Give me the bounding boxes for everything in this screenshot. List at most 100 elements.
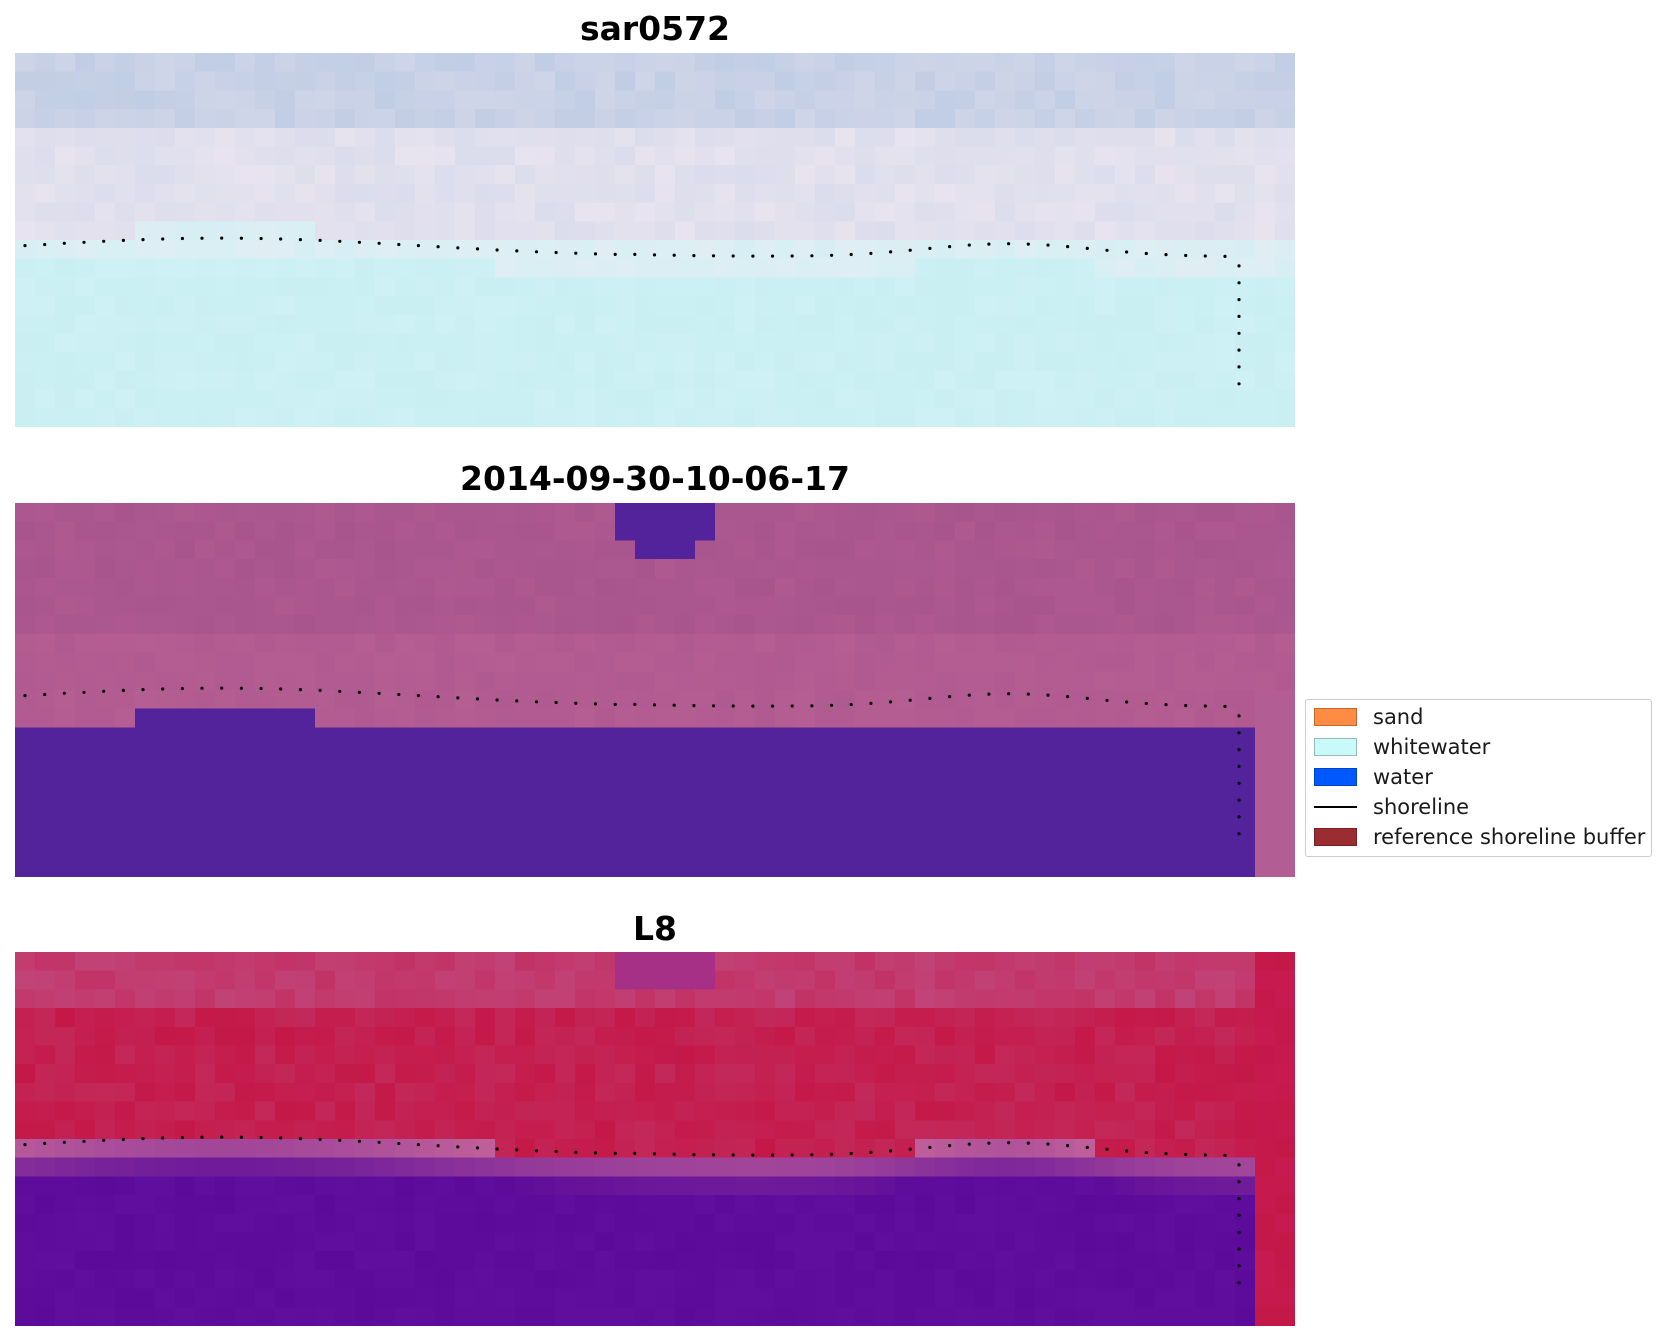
shoreline-dot <box>397 242 401 247</box>
panel-title-rgb: sar0572 <box>579 9 731 48</box>
legend-item-whitewater: whitewater <box>1314 732 1490 762</box>
shoreline-dot <box>1184 253 1188 258</box>
shoreline-dot <box>1237 1264 1241 1268</box>
shoreline-dot <box>62 691 66 695</box>
shoreline-dot <box>790 1153 794 1157</box>
shoreline-dot <box>456 246 460 250</box>
shoreline-dot <box>1237 1230 1241 1234</box>
shoreline-dot <box>672 253 676 257</box>
shoreline-dot <box>495 248 499 252</box>
shoreline-dot <box>810 1153 814 1157</box>
shoreline-dot <box>121 688 125 692</box>
shoreline-dot <box>436 245 440 249</box>
shoreline-dot <box>554 250 558 255</box>
shoreline-dot <box>1125 250 1129 254</box>
shoreline-dot <box>633 702 637 706</box>
shoreline-dot <box>869 251 873 255</box>
shoreline-dot <box>161 237 165 241</box>
shoreline-dot <box>1237 365 1241 369</box>
shoreline-dot <box>928 246 932 250</box>
shoreline-dot <box>692 704 696 708</box>
shoreline-dot <box>141 238 145 242</box>
shoreline-dot <box>220 1135 224 1139</box>
shoreline-dot <box>633 252 637 256</box>
legend-item-shoreline: shoreline <box>1314 792 1469 822</box>
shoreline-dot <box>1046 243 1050 247</box>
shoreline-dot <box>987 242 991 246</box>
shoreline-dot <box>279 687 283 691</box>
shoreline-dot <box>1237 1163 1241 1167</box>
shoreline-dot <box>534 1149 539 1153</box>
shoreline-dot <box>908 1147 912 1151</box>
shoreline-dot <box>23 694 27 698</box>
shoreline-dot <box>200 686 204 690</box>
shoreline-dot <box>220 236 224 240</box>
shoreline-dot <box>849 702 853 707</box>
shoreline-dot <box>593 1151 598 1155</box>
shoreline-dot <box>1144 251 1148 256</box>
shoreline-dot <box>1237 714 1241 718</box>
shoreline-dot <box>692 1153 696 1157</box>
shoreline-dot <box>908 698 912 702</box>
shoreline-dot <box>1105 1147 1109 1151</box>
classified-image <box>15 503 1295 877</box>
shoreline-dot <box>1237 798 1241 802</box>
shoreline-dot <box>357 1139 361 1143</box>
shoreline-dot <box>692 254 696 258</box>
shoreline-dot <box>1026 692 1030 696</box>
shoreline-dots <box>23 686 1241 836</box>
shoreline-dot <box>1046 1142 1050 1146</box>
shoreline-dot <box>475 1146 480 1150</box>
shoreline-dot <box>731 704 735 708</box>
shoreline-dot <box>948 1144 952 1148</box>
legend-label-water: water <box>1373 765 1433 789</box>
shoreline-dot <box>357 690 361 694</box>
shoreline-dot <box>889 1149 893 1153</box>
shoreline-dot <box>889 700 893 704</box>
shoreline-dot <box>1237 348 1241 352</box>
shoreline-dot <box>1237 1247 1241 1251</box>
shoreline-dot <box>928 696 932 700</box>
shoreline-dot <box>672 1152 676 1156</box>
shoreline-dot <box>869 701 873 705</box>
shoreline-dot <box>593 702 598 706</box>
water-swatch <box>1314 768 1357 786</box>
shoreline-dot <box>102 689 106 693</box>
shoreline-dot <box>554 1149 558 1154</box>
shoreline-dot <box>416 1143 420 1147</box>
panel-title-classified: 2014-09-30-10-06-17 <box>460 459 850 498</box>
shoreline-dot <box>1237 382 1241 386</box>
shoreline-dot <box>593 252 598 256</box>
shoreline-dot <box>377 691 381 695</box>
shoreline-dot <box>534 700 539 704</box>
shoreline-dot <box>318 688 322 692</box>
shoreline-dot <box>1237 264 1241 268</box>
shoreline-dot <box>1164 253 1168 257</box>
shoreline-dot <box>259 236 263 241</box>
shoreline-dot <box>1066 695 1070 699</box>
shoreline-dot <box>200 1135 204 1139</box>
legend-label-whitewater: whitewater <box>1373 735 1491 759</box>
shoreline-dot <box>475 697 480 701</box>
shoreline-dot <box>338 1138 342 1142</box>
shoreline-dot <box>1007 242 1011 246</box>
shoreline-dot <box>102 239 106 243</box>
shoreline-dot <box>830 253 834 257</box>
shoreline-dot <box>1066 245 1070 249</box>
shoreline-dot <box>416 694 420 698</box>
shoreline-dot <box>1046 693 1050 697</box>
shoreline-dot <box>1237 781 1241 785</box>
shoreline-dot <box>397 692 401 697</box>
shoreline-dot <box>770 1153 775 1157</box>
shoreline-dot <box>534 250 539 254</box>
shoreline-dot <box>456 696 460 700</box>
shoreline-dot <box>1105 248 1109 252</box>
shoreline-dot <box>672 703 676 707</box>
shoreline-dot <box>810 254 814 258</box>
shoreline-dot <box>102 1138 106 1142</box>
shoreline-dot <box>574 1150 578 1154</box>
shoreline-dot <box>967 243 971 247</box>
shoreline-dot <box>220 686 224 690</box>
shoreline-dot <box>1237 314 1241 318</box>
rgb-image <box>15 53 1295 427</box>
